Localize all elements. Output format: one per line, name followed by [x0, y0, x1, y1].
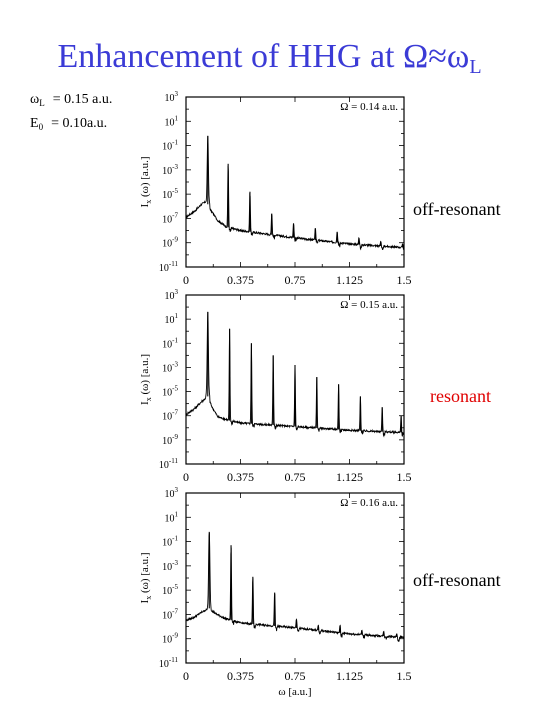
- param-sub: L: [39, 98, 45, 108]
- spectrum-line: [185, 311, 405, 438]
- param-value: = 0.15 a.u.: [52, 92, 113, 107]
- y-tick-label: 10-1: [162, 139, 178, 153]
- y-axis-label: Ix (ω) [a.u.]: [139, 553, 153, 604]
- y-tick-label: 101: [165, 312, 179, 326]
- y-tick-label: 10-3: [162, 163, 178, 177]
- y-tick-label: 10-11: [159, 656, 179, 670]
- spectrum-line: [185, 532, 405, 642]
- x-tick-label: 1.5: [397, 470, 412, 484]
- x-tick-label: 1.125: [336, 273, 363, 287]
- y-tick-label: 10-3: [162, 559, 178, 573]
- y-tick-label: 10-9: [162, 433, 178, 447]
- omega-annotation: Ω = 0.15 a.u.: [340, 299, 398, 311]
- y-tick-label: 10-9: [162, 236, 178, 250]
- x-tick-label: 1.5: [397, 273, 412, 287]
- slide-title-sub: L: [469, 56, 482, 78]
- x-tick-label: 0.75: [285, 470, 306, 484]
- y-tick-label: 10-1: [162, 336, 178, 350]
- y-tick-label: 10-1: [162, 535, 178, 549]
- chart-panel-3: 10-11 10-9 10-7 10-5 10-3 10-1 101 103 0 0.375 0.7…: [139, 486, 412, 698]
- chart-panel-2: 10-11 10-9 10-7 10-5 10-3 10-1 101 103 0 0.375 0.7…: [139, 288, 412, 484]
- param-value: = 0.10a.u.: [51, 116, 108, 131]
- x-tick-label: 1.5: [397, 669, 412, 683]
- param-omega-l: ωL = 0.15 a.u.: [30, 92, 112, 108]
- param-symbol: E: [30, 116, 39, 131]
- slide-title-main: Enhancement of HHG at Ω≈ω: [57, 38, 470, 75]
- x-tick-label: 0.375: [227, 273, 254, 287]
- y-tick-label: 103: [165, 288, 179, 302]
- x-tick-label: 0.75: [285, 273, 306, 287]
- param-sub: 0: [38, 122, 44, 132]
- y-tick-label: 10-9: [162, 632, 178, 646]
- y-tick-label: 103: [165, 486, 179, 500]
- y-axis-label: Ix (ω) [a.u.]: [139, 157, 153, 208]
- y-tick-label: 10-7: [162, 211, 178, 225]
- y-tick-label: 10-11: [159, 457, 179, 471]
- y-tick-label: 10-5: [162, 187, 178, 201]
- x-tick-label: 0: [183, 470, 189, 484]
- x-tick-label: 0: [183, 669, 189, 683]
- label-resonant: resonant: [430, 386, 491, 406]
- omega-annotation: Ω = 0.14 a.u.: [340, 101, 398, 113]
- x-tick-label: 1.125: [336, 669, 363, 683]
- x-tick-label: 1.125: [336, 470, 363, 484]
- x-tick-label: 0.375: [227, 470, 254, 484]
- plot-frame: [185, 492, 405, 664]
- chart-panel-1: 10-11 10-9 10-7 10-5 10-3 10-1 101 103 0 0.375 0.7…: [139, 90, 412, 287]
- x-axis-label: ω [a.u.]: [278, 686, 311, 698]
- x-tick-label: 0.75: [285, 669, 306, 683]
- y-tick-label: 101: [165, 114, 179, 128]
- slide-title: Enhancement of HHG at Ω≈ωL: [0, 38, 539, 79]
- x-tick-label: 0: [183, 273, 189, 287]
- y-tick-label: 10-5: [162, 385, 178, 399]
- x-tick-label: 0.375: [227, 669, 254, 683]
- spectrum-line: [185, 135, 405, 252]
- y-tick-label: 10-11: [159, 260, 179, 274]
- y-tick-label: 10-5: [162, 583, 178, 597]
- y-tick-label: 10-7: [162, 607, 178, 621]
- y-tick-label: 101: [165, 510, 179, 524]
- omega-annotation: Ω = 0.16 a.u.: [340, 497, 398, 509]
- y-tick-label: 10-3: [162, 360, 178, 374]
- label-off-resonant-bottom: off-resonant: [413, 570, 501, 590]
- y-axis-label: Ix (ω) [a.u.]: [139, 354, 153, 405]
- param-symbol: ω: [30, 92, 40, 107]
- y-tick-label: 10-7: [162, 409, 178, 423]
- param-e0: E0 = 0.10a.u.: [30, 116, 107, 132]
- label-off-resonant-top: off-resonant: [413, 199, 501, 219]
- y-tick-label: 103: [165, 90, 179, 104]
